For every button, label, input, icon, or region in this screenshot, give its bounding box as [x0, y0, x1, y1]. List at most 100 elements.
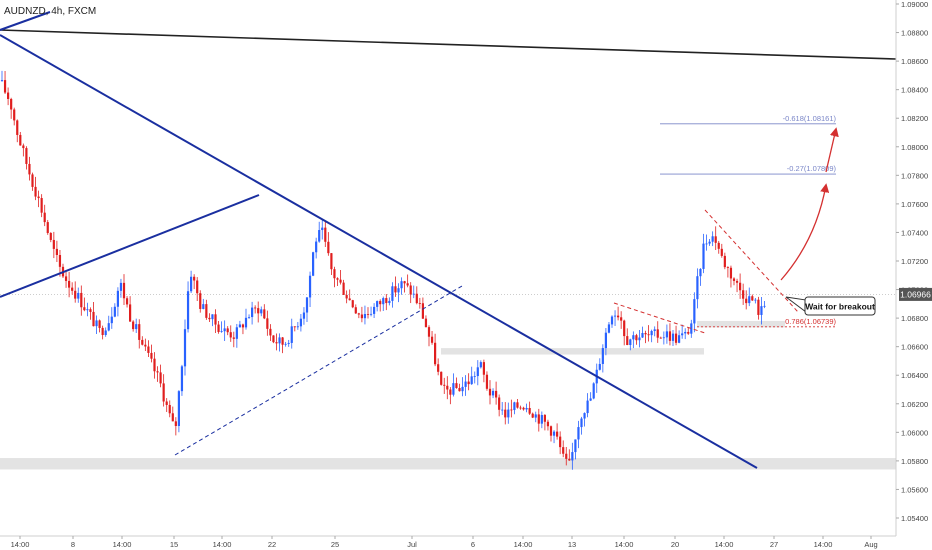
support-zone[interactable]: [0, 458, 896, 470]
candle: [156, 366, 159, 382]
candle: [470, 366, 473, 385]
candle: [443, 377, 446, 394]
candle: [71, 282, 74, 295]
time-tick-label: 14:00: [514, 540, 533, 549]
candle: [52, 231, 55, 259]
candle: [388, 297, 391, 306]
candle: [617, 306, 620, 321]
time-tick-label: 27: [770, 540, 778, 549]
candle: [595, 363, 598, 393]
candle: [498, 394, 501, 417]
descending-trendline[interactable]: [0, 34, 758, 469]
dashed-wedge-top[interactable]: [704, 209, 799, 313]
candle: [257, 301, 260, 323]
candle: [208, 313, 211, 322]
current-price-box: [899, 287, 932, 301]
candle: [74, 281, 77, 303]
candle: [610, 315, 614, 328]
candle: [674, 325, 678, 346]
candle: [415, 286, 418, 305]
candle: [345, 290, 348, 304]
candle: [321, 219, 324, 240]
candle: [251, 301, 254, 325]
symbol-label: AUDNZD, 4h, FXCM: [4, 6, 96, 17]
candle: [95, 315, 98, 334]
candle: [110, 307, 113, 329]
candle: [138, 319, 141, 349]
candle: [357, 312, 360, 319]
candle: [705, 234, 708, 251]
candle: [199, 290, 202, 313]
price-axis[interactable]: 1.09000 1.08800 1.08600 1.08400 1.08200 1.080…: [895, 0, 928, 536]
candle: [220, 321, 223, 333]
candle: [40, 194, 43, 218]
candle: [644, 330, 647, 344]
candle: [491, 388, 495, 399]
candle: [263, 304, 266, 320]
candle: [186, 281, 190, 333]
candle: [528, 401, 531, 415]
resistance-line[interactable]: [0, 29, 897, 60]
time-tick-label: 14:00: [715, 540, 734, 549]
support-zone[interactable]: [697, 320, 785, 328]
candle: [382, 296, 385, 311]
candle: [293, 326, 296, 332]
time-tick-label: 14:00: [615, 540, 634, 549]
price-tick-label: 1.06800: [901, 314, 928, 323]
support-zone[interactable]: [441, 348, 704, 355]
candle: [607, 321, 611, 334]
candle: [681, 324, 684, 339]
price-tick-label: 1.07200: [901, 257, 928, 266]
candle: [260, 306, 263, 317]
candle: [406, 274, 409, 288]
candle: [287, 339, 290, 347]
projection-arrow-2[interactable]: [825, 127, 839, 173]
candle: [516, 399, 519, 409]
price-tick-label: 1.06600: [901, 343, 928, 352]
candle: [7, 87, 10, 106]
candle: [43, 204, 46, 227]
candle: [318, 221, 321, 243]
candle: [434, 333, 437, 367]
candle: [238, 320, 241, 328]
candle: [613, 310, 617, 327]
candle: [549, 425, 553, 442]
dashed-support-line[interactable]: [174, 285, 463, 456]
candle: [202, 298, 205, 310]
candle: [592, 382, 595, 400]
candle: [363, 305, 367, 325]
candle: [586, 393, 589, 418]
candle: [552, 430, 556, 444]
candle: [656, 321, 659, 343]
current-price-tag: 1.06966: [899, 287, 932, 301]
candle: [537, 408, 540, 432]
candle: [620, 311, 623, 329]
candle: [693, 292, 696, 333]
candle: [324, 220, 327, 248]
callout[interactable]: Wait for breakout: [785, 296, 876, 316]
candle: [577, 420, 580, 449]
candle: [281, 337, 284, 354]
candle: [153, 352, 156, 379]
candle: [205, 299, 208, 320]
candle: [196, 277, 199, 302]
candle: [455, 377, 458, 389]
candle: [92, 302, 95, 327]
candle: [266, 310, 269, 336]
candle: [684, 328, 687, 340]
ascending-trendline[interactable]: [0, 194, 260, 298]
projection-arrow-1[interactable]: [780, 183, 830, 281]
candle: [482, 359, 485, 383]
candle: [562, 440, 565, 458]
candle: [369, 306, 373, 317]
candle: [421, 297, 424, 320]
candle: [31, 172, 34, 191]
time-axis[interactable]: 14:00 8 14:00 15 14:00 22 25 Jul 6 14:00 13 14:00 20…: [0, 535, 896, 549]
dashed-flag-top[interactable]: [613, 302, 706, 334]
anchor-line: [0, 11, 51, 31]
candle: [391, 282, 394, 308]
candle: [247, 314, 251, 319]
candle: [19, 131, 22, 146]
